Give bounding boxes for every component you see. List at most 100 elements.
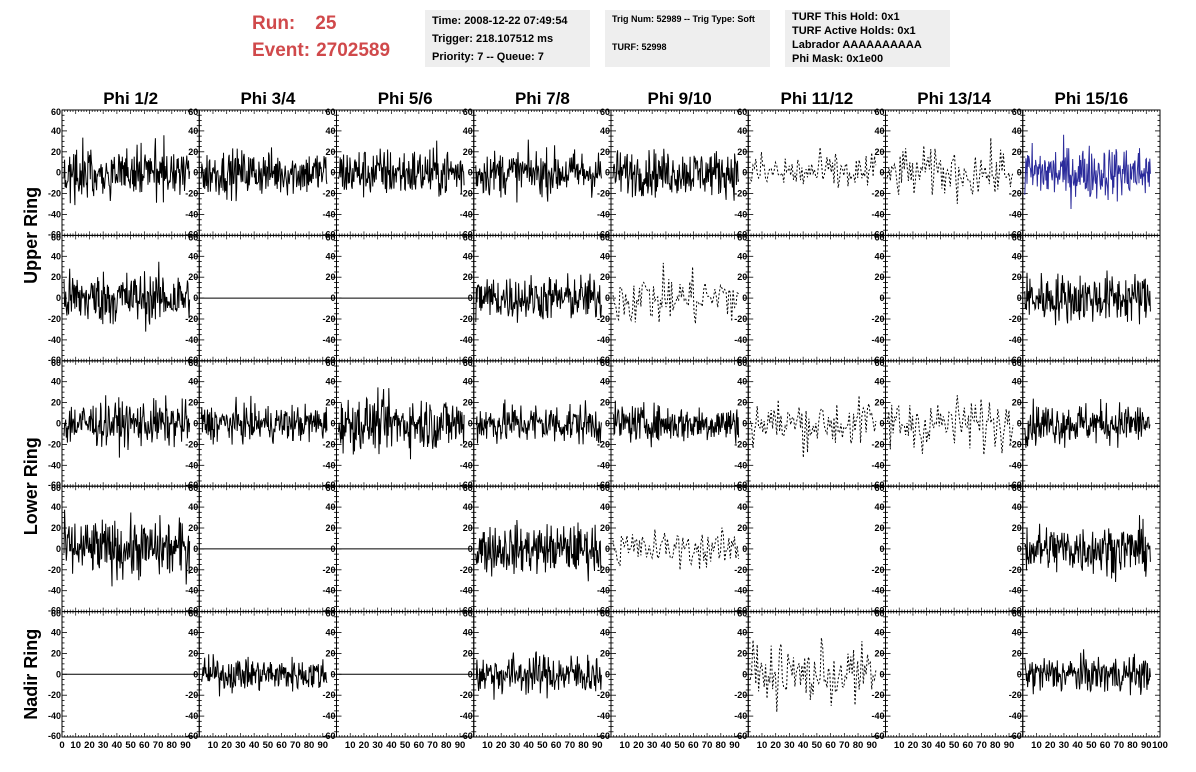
y-tick-label: -20	[322, 439, 335, 449]
waveform-trace	[1024, 398, 1151, 448]
y-tick-label: 40	[463, 126, 473, 136]
y-tick-label: 40	[874, 377, 884, 387]
y-tick-label: 60	[737, 232, 747, 242]
y-tick-label: -40	[734, 210, 747, 220]
y-tick-label: -20	[185, 314, 198, 324]
y-tick-label: 40	[463, 377, 473, 387]
y-tick-label: 0	[468, 168, 473, 178]
y-tick-label: 20	[600, 272, 610, 282]
y-tick-label: 0	[605, 293, 610, 303]
y-tick-label: -20	[597, 189, 610, 199]
y-tick-label: -20	[48, 565, 61, 575]
panel-frame	[747, 109, 886, 236]
y-tick-label: 0	[879, 168, 884, 178]
y-tick-label: 60	[188, 483, 198, 493]
y-tick-label: -20	[871, 439, 884, 449]
ring-label: Lower Ring	[21, 437, 41, 535]
panel-frame	[747, 234, 886, 362]
panel-frame	[885, 360, 1024, 487]
y-tick-label: 0	[193, 168, 198, 178]
y-tick-label: 0	[56, 168, 61, 178]
y-tick-label: -40	[460, 335, 473, 345]
y-tick-label: -20	[597, 439, 610, 449]
waveform-panel: 60 40 20 0 -20 -40 -60	[48, 107, 200, 239]
y-tick-label: 20	[188, 272, 198, 282]
waveform-panel: 60 40 20 0 -20 -40 -60	[460, 232, 612, 365]
y-tick-label: 0	[605, 419, 610, 429]
y-tick-label: 40	[51, 377, 61, 387]
y-tick-label: 20	[463, 523, 473, 533]
y-tick-label: 0	[742, 419, 747, 429]
y-tick-label: 60	[325, 358, 335, 368]
waveform-trace	[475, 273, 602, 323]
y-tick-label: -60	[48, 606, 61, 616]
panel-frame	[885, 485, 1024, 613]
y-tick-label: 60	[51, 483, 61, 493]
waveform-panel: 60 40 20 0 -20 -40 -60	[1009, 107, 1161, 239]
y-tick-label: 60	[874, 107, 884, 117]
y-tick-label: 40	[325, 377, 335, 387]
waveform-panel: 60 40 20 0 -20 -40 -60	[322, 232, 475, 365]
y-tick-label: 60	[325, 483, 335, 493]
y-tick-label: 40	[463, 502, 473, 512]
y-tick-label: 0	[468, 293, 473, 303]
y-tick-label: -60	[871, 480, 884, 490]
y-tick-label: 60	[600, 358, 610, 368]
turf-line: TURF: 52998	[612, 42, 667, 52]
y-tick-label: 60	[874, 358, 884, 368]
y-tick-label: 60	[463, 358, 473, 368]
y-tick-label: 60	[325, 107, 335, 117]
run-row: Run: 25	[252, 10, 422, 37]
y-tick-label: -40	[1009, 335, 1022, 345]
y-tick-label: -60	[597, 606, 610, 616]
run-label: Run:	[252, 13, 296, 34]
waveform-panel: 60 40 20 0 -20 -40 -60	[460, 358, 612, 490]
y-tick-label: -60	[48, 355, 61, 365]
column-title: Phi 9/10	[647, 89, 711, 108]
y-tick-label: 20	[874, 398, 884, 408]
waveform-trace	[887, 395, 1014, 455]
ring-label: Nadir Ring	[21, 629, 41, 720]
y-tick-label: 20	[325, 147, 335, 157]
waveform-trace	[475, 399, 602, 445]
turf-this-hold-line: TURF This Hold: 0x1	[792, 11, 900, 23]
y-tick-label: 60	[1012, 232, 1022, 242]
y-tick-label: -20	[460, 189, 473, 199]
waveform-trace	[475, 139, 602, 203]
y-tick-label: -60	[597, 480, 610, 490]
waveform-panel: 60 40 20 0 -20 -40 -60	[871, 107, 1024, 239]
y-tick-label: 0	[879, 419, 884, 429]
y-tick-label: 40	[600, 502, 610, 512]
y-tick-label: 0	[742, 168, 747, 178]
turf-box: TURF This Hold: 0x1 TURF Active Holds: 0…	[785, 10, 950, 67]
y-tick-label: 40	[463, 251, 473, 261]
y-tick-label: -20	[322, 314, 335, 324]
y-tick-label: -20	[1009, 439, 1022, 449]
y-tick-label: 20	[188, 147, 198, 157]
y-tick-label: 60	[463, 483, 473, 493]
y-tick-label: -20	[185, 565, 198, 575]
y-tick-label: 0	[468, 544, 473, 554]
y-tick-label: -60	[48, 480, 61, 490]
y-tick-label: -20	[1009, 314, 1022, 324]
y-tick-label: 40	[188, 126, 198, 136]
y-tick-label: -40	[734, 335, 747, 345]
column-title: Phi 7/8	[515, 89, 570, 108]
run-event-info: Run: 25 Event: 2702589	[252, 10, 422, 64]
y-tick-label: -40	[734, 460, 747, 470]
waveform-trace	[612, 400, 740, 448]
y-tick-label: 20	[325, 272, 335, 282]
y-tick-label: -40	[48, 460, 61, 470]
waveform-trace	[338, 140, 465, 198]
panel-frame	[610, 234, 749, 362]
waveform-trace	[63, 395, 191, 458]
waveform-trace	[63, 135, 191, 206]
y-tick-label: 20	[600, 398, 610, 408]
y-tick-label: -40	[871, 335, 884, 345]
column-title: Phi 5/6	[378, 89, 433, 108]
y-tick-label: 40	[737, 126, 747, 136]
waveform-trace	[200, 147, 328, 202]
y-tick-label: 40	[1012, 126, 1022, 136]
y-tick-label: -60	[460, 480, 473, 490]
y-tick-label: 20	[325, 523, 335, 533]
